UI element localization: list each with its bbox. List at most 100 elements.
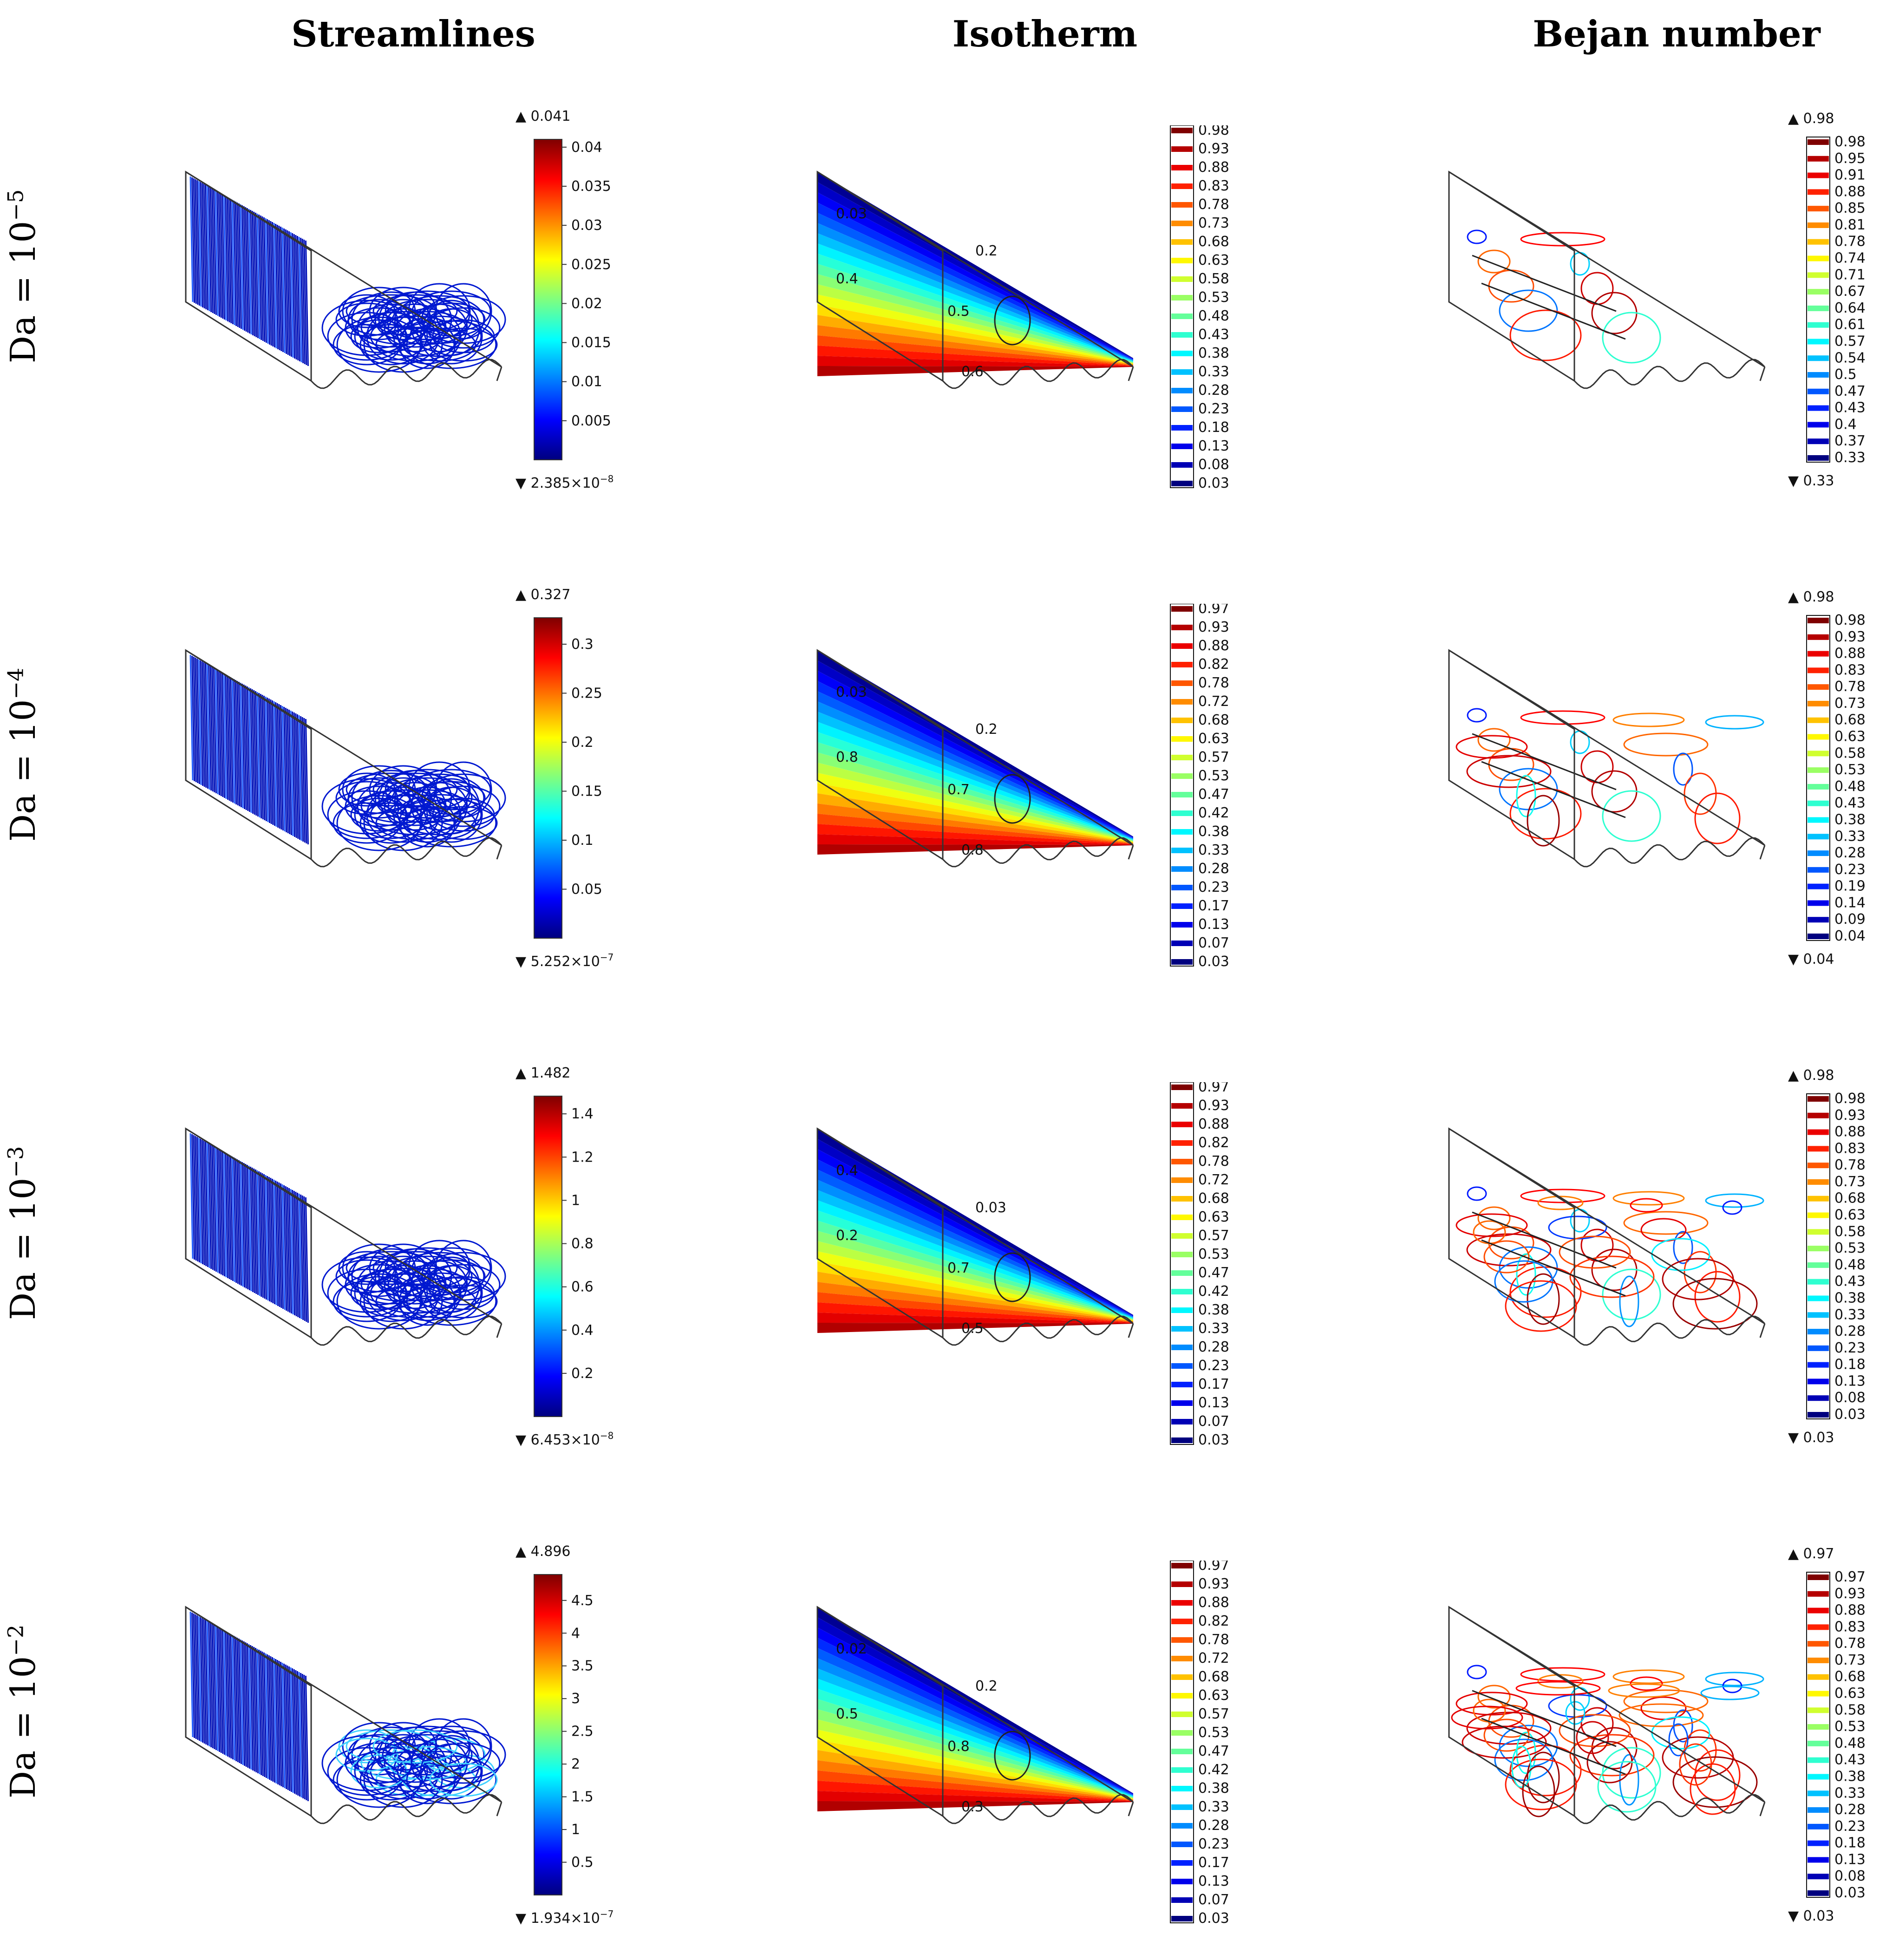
bejan-legend-swatch [1808,206,1829,212]
bejan-max-label: ▲ 0.98 [1788,589,1834,605]
isotherm-legend-swatch [1171,680,1193,686]
streamlines-tick-label: 0.4 [571,1322,594,1339]
streamlines-min-label: ▼ 6.453×10−8 [516,1430,613,1448]
isotherm-legend-swatch [1171,718,1193,723]
isotherm-legend-swatch [1171,1159,1193,1164]
bejan-legend-swatch [1808,1229,1829,1235]
isotherm-legend-swatch [1171,922,1193,928]
streamlines-tick-label: 0.1 [571,832,594,849]
bejan-legend: ▲ 0.980.980.950.910.880.850.810.780.740.… [1788,111,1866,489]
row-label-da-1e-3: Da = 10−3 [3,1146,43,1320]
bejan-legend-swatch [1808,239,1829,245]
streamline-bundle [189,654,506,851]
bejan-legend-label: 0.13 [1834,1373,1866,1389]
bejan-legend-swatch [1808,1129,1829,1135]
bejan-legend-swatch [1808,817,1829,823]
isotherm-legend-label: 0.43 [1198,327,1229,343]
isotherm-legend-swatch [1171,1581,1193,1587]
bejan-legend-swatch [1808,867,1829,873]
isotherm-legend-swatch [1171,314,1193,319]
bejan-legend-swatch [1808,1790,1829,1797]
isotherm-legend-swatch [1171,1085,1193,1090]
isotherm-legend-label: 0.33 [1198,1320,1229,1337]
isotherm-legend-swatch [1171,1897,1193,1903]
bejan-legend-swatch [1808,1707,1829,1713]
isotherm-legend-swatch [1171,1437,1193,1443]
bejan-legend-swatch [1808,684,1829,690]
isotherm-legend-swatch [1171,643,1193,649]
bejan-legend-label: 0.33 [1834,828,1866,844]
bejan-legend-label: 0.5 [1834,366,1857,383]
bejan-legend-swatch [1808,1691,1829,1697]
bejan-legend-swatch [1808,1279,1829,1285]
bejan-legend-swatch [1808,934,1829,939]
isotherm-legend-swatch [1171,810,1193,816]
bejan-legend-label: 0.38 [1834,1768,1866,1784]
isotherm-legend-label: 0.73 [1198,215,1229,231]
cylinder-outline [994,1731,1031,1781]
isotherm-legend-swatch [1171,202,1193,208]
bejan-legend-label: 0.38 [1834,1290,1866,1306]
isotherm-plot: 0.03 0.4 0.2 0.5 0.6 [816,170,1134,389]
streamlines-tick-label: 0.25 [571,685,602,701]
isotherm-legend-label: 0.28 [1198,382,1229,399]
bejan-legend-swatch [1808,438,1829,444]
bejan-legend-label: 0.93 [1834,629,1866,645]
isotherm-legend-swatch [1171,221,1193,226]
isotherm-legend-label: 0.03 [1198,954,1229,970]
bejan-legend-swatch [1808,1591,1829,1597]
isotherm-legend-label: 0.82 [1198,1135,1229,1151]
bejan-legend-swatch [1808,1807,1829,1813]
isotherm-legend-swatch [1171,1656,1193,1661]
isotherm-legend-swatch [1171,1252,1193,1257]
isotherm-legend-swatch [1171,258,1193,263]
isotherm-color-bands [817,1129,1133,1333]
streamlines-tick-label: 4.5 [571,1593,594,1609]
streamlines-tick-label: 0.035 [571,178,611,195]
isotherm-legend-label: 0.42 [1198,1283,1229,1300]
row-label-da-1e-5: Da = 10−5 [3,189,43,364]
cylinder-outline [994,1252,1031,1302]
bejan-legend-swatch [1808,751,1829,757]
isotherm-contour-label: 0.8 [836,749,858,765]
isotherm-legend-swatch [1171,662,1193,667]
streamlines-tick-label: 0.5 [571,1855,594,1871]
bejan-legend-swatch [1808,834,1829,840]
isotherm-legend-swatch [1171,462,1193,468]
bejan-legend-swatch [1808,1641,1829,1647]
bejan-min-label: ▼ 0.03 [1788,1908,1834,1924]
isotherm-legend-swatch [1171,1103,1193,1109]
bejan-legend-label: 0.63 [1834,729,1866,745]
isotherm-plot: 0.03 0.8 0.2 0.7 0.8 [816,649,1134,868]
bejan-contours [1467,229,1661,364]
isotherm-legend-label: 0.13 [1198,438,1229,454]
bejan-legend-label: 0.04 [1834,928,1866,944]
isotherm-legend-swatch [1171,1674,1193,1680]
isotherm-legend-label: 0.97 [1198,1561,1229,1574]
bejan-legend-label: 0.19 [1834,878,1866,895]
bejan-legend-label: 0.88 [1834,646,1866,662]
bejan-legend-swatch [1808,1112,1829,1118]
isotherm-color-bands [817,172,1133,376]
bejan-legend-label: 0.97 [1834,1569,1866,1585]
isotherm-legend-swatch [1171,1619,1193,1624]
bejan-legend-label: 0.78 [1834,1157,1866,1173]
bejan-legend-label: 0.37 [1834,433,1866,449]
cylinder-outline [994,295,1031,346]
bejan-legend-swatch [1808,305,1829,311]
bejan-legend-label: 0.88 [1834,1124,1866,1140]
bejan-legend-label: 0.85 [1834,200,1866,216]
bejan-domain-outline [1448,170,1766,389]
bejan-legend-swatch [1808,1295,1829,1301]
isotherm-legend-swatch [1171,792,1193,797]
bejan-legend-swatch [1808,289,1829,295]
isotherm-legend-label: 0.47 [1198,1743,1229,1759]
isotherm-legend-label: 0.57 [1198,749,1229,765]
bejan-legend-swatch [1808,1262,1829,1268]
streamlines-tick-label: 0.03 [571,217,602,234]
isotherm-legend-label: 0.53 [1198,1725,1229,1741]
bejan-legend-swatch [1808,255,1829,261]
isotherm-contour-label: 0.02 [836,1641,867,1657]
isotherm-legend-swatch [1171,1419,1193,1424]
bejan-legend-label: 0.48 [1834,1257,1866,1273]
